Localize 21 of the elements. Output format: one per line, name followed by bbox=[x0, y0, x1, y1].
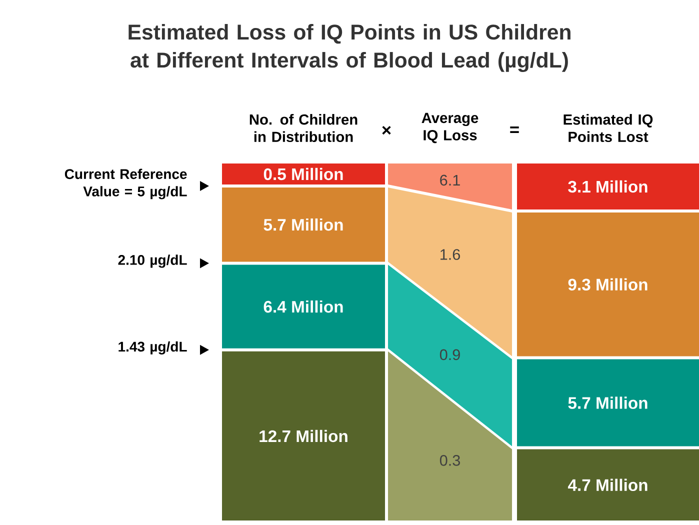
data-label: 5.7 Million bbox=[264, 218, 343, 231]
text: 1.43 µg/dL bbox=[118, 341, 187, 354]
data-label: 12.7 Million bbox=[260, 430, 348, 442]
text: Estimated Loss of IQ Points in US Children at Different Intervals of Blood Lead (µg/dL) bbox=[128, 24, 570, 72]
text: 2.10 µg/dL bbox=[118, 254, 187, 268]
data-label: 3.1 Million bbox=[568, 180, 648, 193]
data-label: 6.4 Million bbox=[264, 300, 343, 313]
text: Current Reference Value = 5 µg/dL bbox=[64, 168, 187, 200]
text: = bbox=[510, 126, 519, 134]
data-label: 5.7 Million bbox=[568, 396, 648, 409]
data-label: 0.5 Million bbox=[264, 168, 343, 180]
data-label: 1.6 bbox=[440, 249, 460, 260]
text: × bbox=[382, 126, 391, 135]
category-label: Estimated IQ Points Lost bbox=[564, 114, 653, 142]
data-label: 9.3 Million bbox=[568, 278, 648, 291]
data-label: 0.3 bbox=[440, 454, 460, 466]
category-label: No. of Children in Distribution bbox=[250, 114, 358, 142]
data-label: 0.9 bbox=[440, 349, 460, 360]
data-label: 4.7 Million bbox=[568, 478, 648, 492]
data-label: 6.1 bbox=[440, 174, 460, 186]
category-label: Average IQ Loss bbox=[422, 112, 478, 144]
